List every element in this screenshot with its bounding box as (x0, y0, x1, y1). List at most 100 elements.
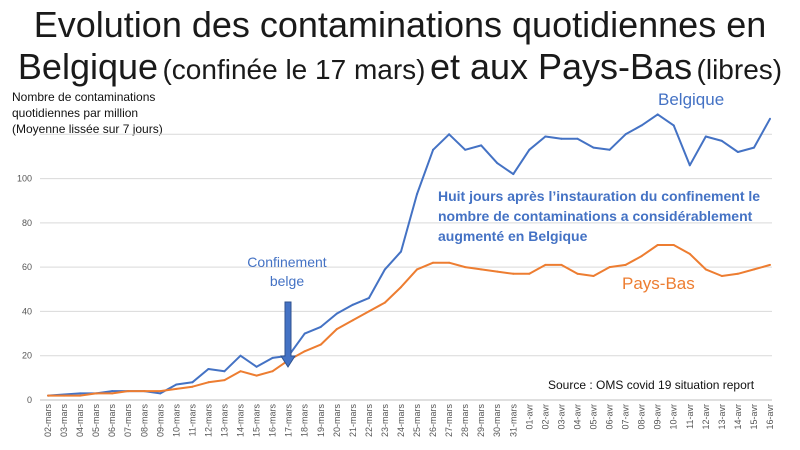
y-tick-label: 20 (22, 351, 32, 361)
highlight-annotation-line-3: augmenté en Belgique (438, 228, 588, 244)
data-point (127, 390, 130, 393)
data-point (159, 390, 162, 393)
x-tick-label: 07-mars (123, 404, 133, 438)
highlight-annotation-line-2: nombre de contaminations a considérablem… (438, 208, 753, 224)
data-point (207, 368, 210, 370)
data-point (769, 117, 771, 120)
y-tick-label: 100 (17, 174, 32, 184)
data-point (175, 387, 178, 390)
data-point (480, 144, 483, 147)
data-point (656, 244, 659, 246)
data-point (704, 268, 707, 271)
data-point (111, 390, 114, 393)
data-point (640, 255, 643, 258)
x-tick-label: 02-mars (43, 404, 53, 438)
data-point (640, 124, 643, 127)
data-point (736, 272, 739, 275)
series-label-pays-bas: Pays-Bas (622, 274, 695, 293)
data-point (175, 383, 178, 386)
x-tick-label: 05-mars (91, 404, 101, 438)
data-point (207, 381, 210, 384)
data-point (63, 394, 66, 397)
data-point (464, 148, 467, 151)
data-point (367, 297, 370, 300)
data-point (367, 310, 370, 313)
data-point (512, 272, 515, 275)
y-tick-label: 0 (27, 395, 32, 405)
x-tick-label: 03-avr (556, 404, 566, 430)
x-tick-label: 11-mars (187, 404, 197, 437)
data-point (303, 350, 306, 353)
data-point (448, 133, 451, 136)
title-line-2c: et aux Pays-Bas (429, 46, 693, 87)
title-line-2a: Belgique (17, 46, 159, 87)
x-tick-label: 19-mars (316, 404, 326, 438)
data-point (512, 173, 515, 176)
data-point (736, 151, 739, 153)
data-point (303, 332, 306, 335)
lockdown-label-line-2: belge (270, 273, 304, 289)
title-line-1: Evolution des contaminations quotidienne… (33, 4, 767, 45)
x-tick-label: 27-mars (444, 404, 454, 438)
data-point (95, 392, 98, 395)
x-tick-label: 05-avr (589, 404, 599, 430)
x-tick-label: 15-avr (749, 404, 759, 430)
series-label-belgique: Belgique (658, 90, 724, 109)
x-tick-label: 10-avr (669, 404, 679, 430)
y-axis-label: Nombre de contaminations quotidiennes pa… (12, 89, 163, 137)
data-point (624, 133, 627, 136)
data-point (560, 137, 563, 140)
data-point (335, 328, 338, 331)
x-tick-label: 03-mars (59, 404, 69, 438)
x-tick-label: 18-mars (300, 404, 310, 438)
data-point (528, 272, 531, 275)
x-tick-label: 09-avr (653, 404, 663, 430)
data-point (672, 244, 675, 246)
y-tick-label: 80 (22, 218, 32, 228)
data-point (752, 146, 755, 149)
x-tick-label: 13-avr (717, 404, 727, 430)
source-note: Source : OMS covid 19 situation report (548, 378, 755, 392)
x-tick-label: 02-avr (540, 404, 550, 430)
data-point (448, 261, 451, 264)
data-point (576, 137, 579, 140)
data-point (416, 193, 419, 196)
data-point (432, 261, 435, 264)
data-point (255, 365, 258, 368)
data-point (383, 268, 386, 271)
data-point (608, 148, 611, 151)
data-point (351, 303, 354, 306)
title-line-2b: (confinée le 17 mars) (162, 54, 426, 85)
data-point (271, 356, 274, 359)
y-tick-label: 60 (22, 262, 32, 272)
y-axis-label-line-1: Nombre de contaminations (12, 90, 156, 104)
data-point (672, 124, 675, 127)
data-point (656, 113, 659, 116)
data-point (79, 394, 82, 397)
lockdown-arrow-icon (280, 301, 296, 368)
series-line-pays-bas (48, 244, 771, 397)
x-tick-label: 01-avr (524, 404, 534, 430)
data-point (560, 263, 563, 266)
data-point (319, 325, 322, 328)
data-point (143, 390, 146, 393)
data-point (592, 146, 595, 149)
y-axis-label-line-3: (Moyenne lissée sur 7 jours) (12, 122, 163, 136)
x-tick-label: 15-mars (252, 404, 262, 438)
x-tick-label: 14-mars (236, 404, 246, 438)
data-point (688, 252, 691, 255)
y-tick-labels: 0 20 40 60 80 100 (17, 174, 32, 405)
x-tick-label: 22-mars (364, 404, 374, 438)
data-point (271, 370, 274, 373)
data-point (335, 312, 338, 315)
data-point (383, 301, 386, 304)
data-point (239, 370, 242, 373)
data-point (576, 272, 579, 275)
x-tick-label: 06-avr (605, 404, 615, 430)
data-point (544, 135, 547, 138)
data-point (432, 148, 435, 151)
x-tick-label: 06-mars (107, 404, 117, 438)
x-tick-label: 31-mars (508, 404, 518, 438)
x-tick-label: 13-mars (219, 404, 229, 438)
data-point (608, 266, 611, 269)
